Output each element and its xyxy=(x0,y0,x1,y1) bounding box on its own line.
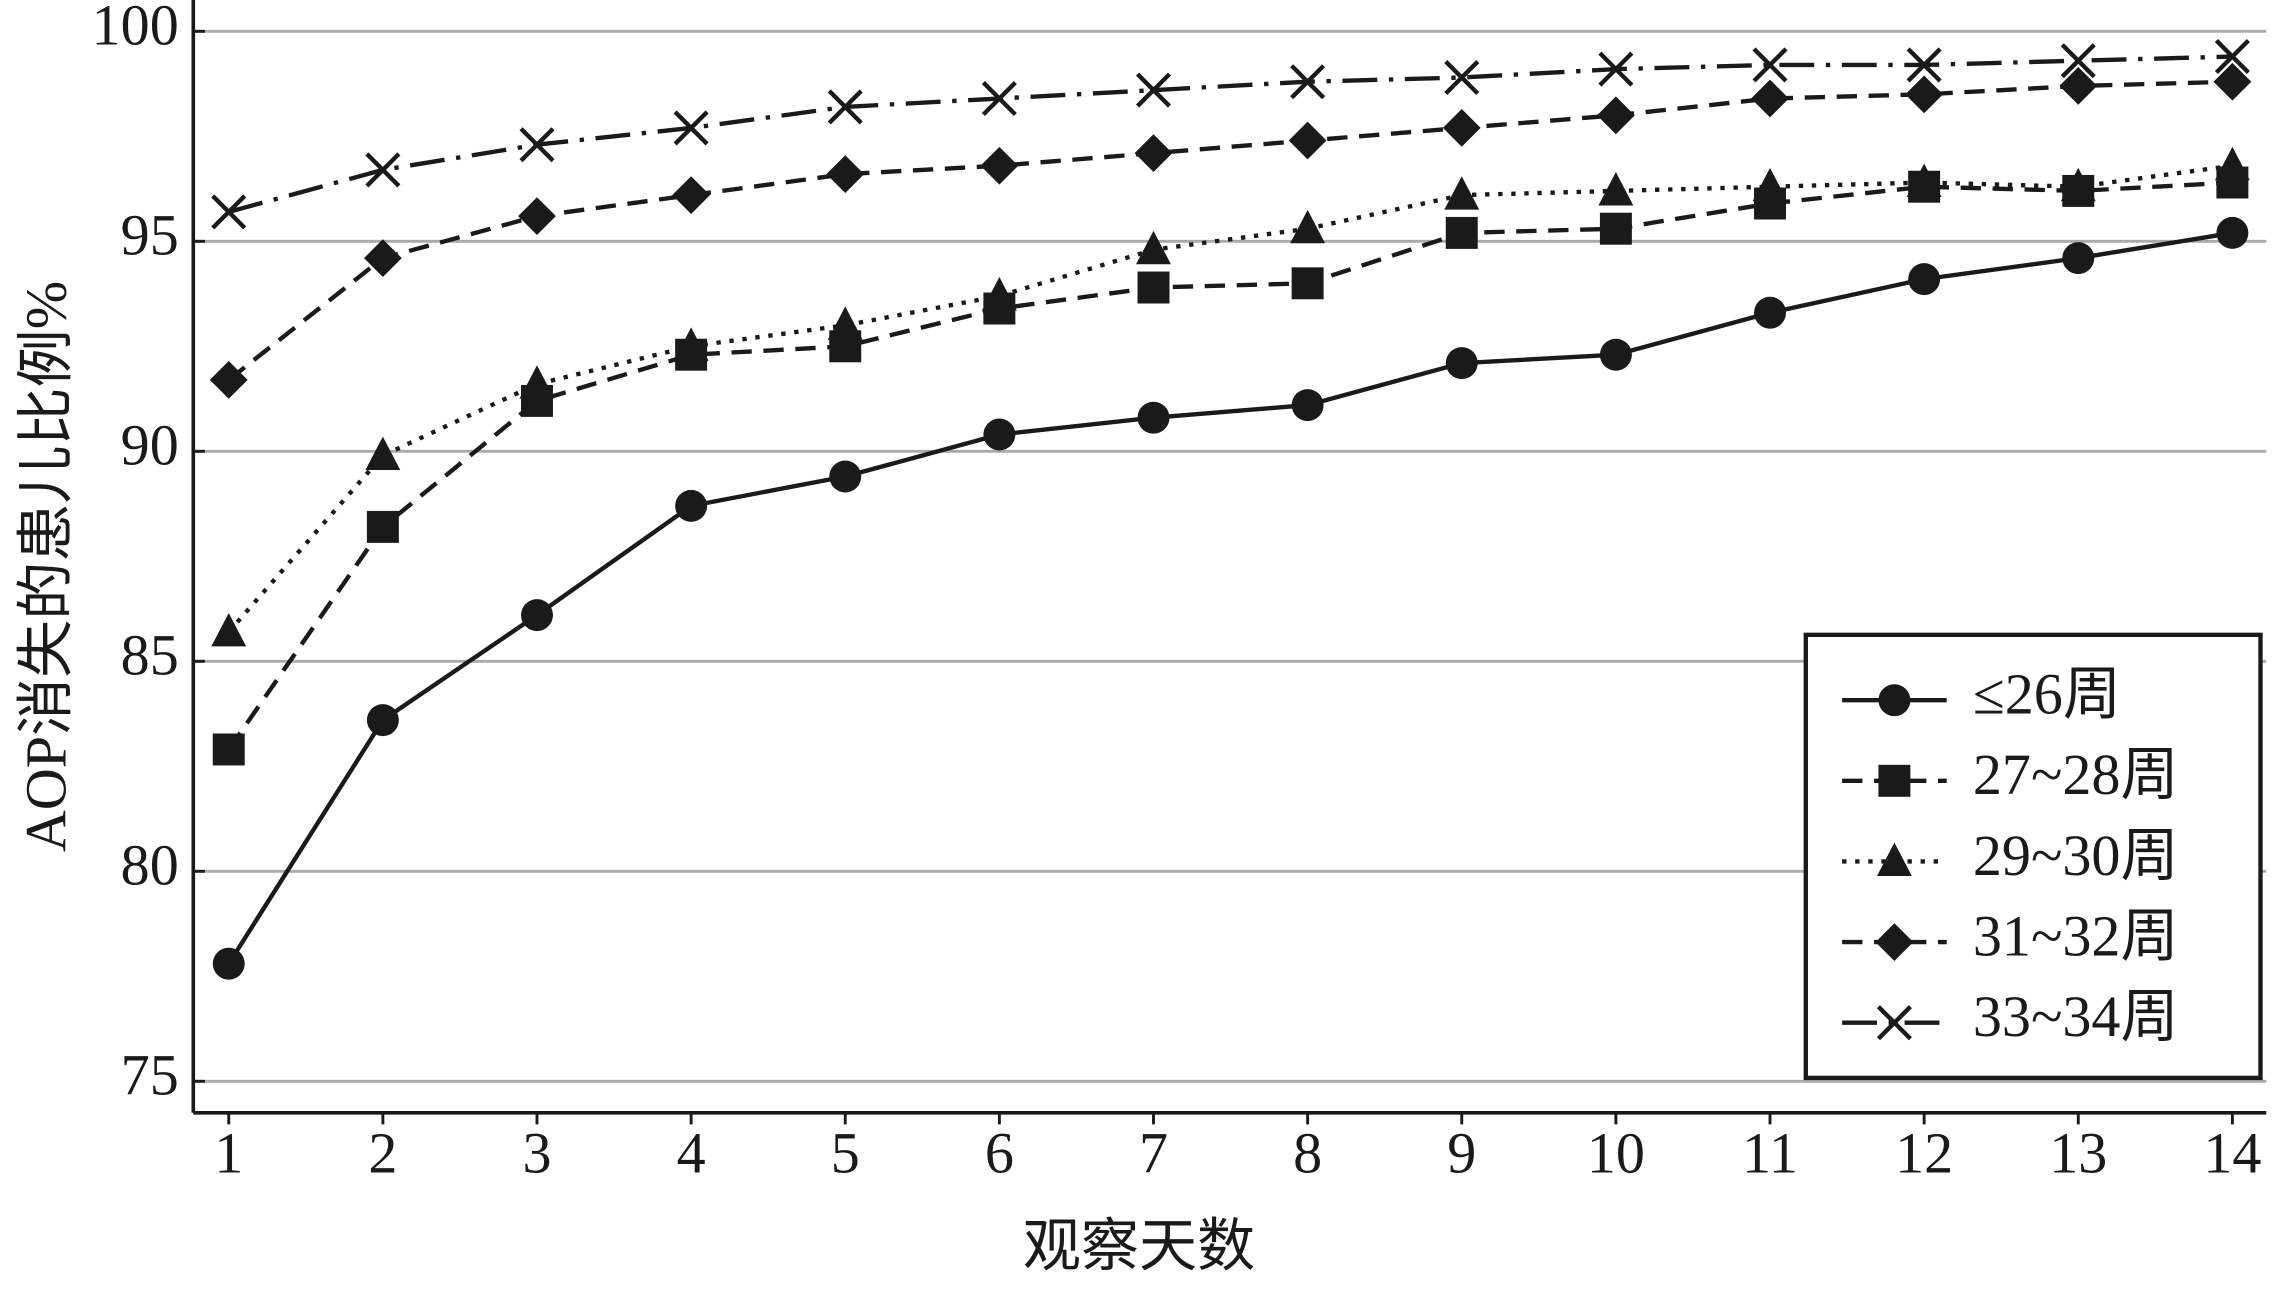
marker xyxy=(2060,167,2096,202)
x-tick-label: 11 xyxy=(1742,1121,1798,1186)
marker xyxy=(209,361,248,399)
marker xyxy=(1596,96,1635,135)
y-tick-label: 90 xyxy=(121,413,179,478)
marker xyxy=(1290,209,1326,244)
marker xyxy=(1444,176,1480,210)
y-tick-label: 95 xyxy=(121,203,179,268)
legend-marker xyxy=(1878,684,1911,717)
marker xyxy=(980,146,1019,185)
y-tick-label: 85 xyxy=(121,623,179,688)
marker xyxy=(519,127,555,163)
series-line xyxy=(227,79,2233,382)
series-line xyxy=(227,163,2233,634)
marker xyxy=(1288,121,1327,160)
marker xyxy=(1906,47,1942,83)
x-tick-label: 13 xyxy=(2049,1121,2107,1186)
x-tick-label: 8 xyxy=(1293,1121,1322,1186)
legend-label: 27~28周 xyxy=(1973,742,2179,807)
marker xyxy=(1752,167,1788,202)
marker xyxy=(1754,296,1786,329)
x-axis-label: 观察天数 xyxy=(1023,1214,1255,1279)
marker xyxy=(1598,172,1634,206)
marker xyxy=(1291,267,1324,300)
marker xyxy=(212,947,245,980)
legend-label: 31~32周 xyxy=(1973,903,2179,968)
marker xyxy=(1598,51,1634,87)
x-tick-label: 3 xyxy=(522,1121,551,1186)
marker xyxy=(1908,263,1941,296)
x-tick-label: 7 xyxy=(1139,1121,1168,1186)
marker xyxy=(1137,271,1170,304)
series-line xyxy=(228,54,2233,215)
marker xyxy=(1290,64,1326,100)
marker xyxy=(829,460,862,493)
marker xyxy=(1906,163,1942,198)
legend-marker xyxy=(1878,764,1911,797)
marker xyxy=(1135,72,1172,108)
marker xyxy=(1442,109,1481,147)
marker xyxy=(1599,212,1632,245)
marker xyxy=(1136,230,1171,265)
legend-marker xyxy=(1876,1005,1912,1041)
marker xyxy=(212,733,245,766)
marker xyxy=(1905,75,1944,114)
marker xyxy=(673,110,709,146)
marker xyxy=(521,599,553,632)
marker xyxy=(363,239,402,277)
y-tick-label: 75 xyxy=(121,1043,179,1108)
legend-label: 29~30周 xyxy=(1973,823,2179,888)
x-tick-label: 1 xyxy=(214,1121,243,1186)
y-axis-label: AOP消失的患儿比例% xyxy=(14,281,79,852)
x-tick-label: 2 xyxy=(368,1121,397,1186)
x-tick-label: 10 xyxy=(1587,1121,1645,1186)
marker xyxy=(827,89,863,125)
marker xyxy=(1134,134,1173,173)
marker xyxy=(983,418,1016,451)
marker xyxy=(365,436,401,471)
x-tick-label: 12 xyxy=(1895,1121,1953,1186)
marker xyxy=(211,613,247,647)
legend-label: 33~34周 xyxy=(1973,984,2179,1049)
marker xyxy=(1291,389,1324,422)
marker xyxy=(827,306,863,340)
x-tick-label: 4 xyxy=(677,1121,706,1186)
marker xyxy=(2214,146,2250,181)
marker xyxy=(1444,60,1480,96)
marker xyxy=(981,81,1017,117)
marker xyxy=(826,155,865,194)
marker xyxy=(2060,43,2096,79)
marker xyxy=(1752,47,1788,83)
series-line xyxy=(226,230,2233,965)
marker xyxy=(1445,347,1478,380)
marker xyxy=(366,510,399,543)
marker xyxy=(2062,242,2095,275)
marker xyxy=(675,489,708,522)
marker xyxy=(1137,401,1170,434)
legend-marker xyxy=(1875,923,1914,961)
marker xyxy=(1445,216,1478,249)
legend-marker xyxy=(1876,842,1912,876)
x-tick-label: 5 xyxy=(831,1121,860,1186)
marker xyxy=(1751,79,1789,118)
marker xyxy=(981,277,1017,311)
legend-label: ≤26周 xyxy=(1973,662,2121,727)
marker xyxy=(365,152,401,188)
series-line xyxy=(226,180,2233,751)
y-tick-label: 80 xyxy=(121,833,179,898)
y-tick-label: 100 xyxy=(92,0,179,58)
marker xyxy=(672,176,711,215)
marker xyxy=(2216,216,2249,249)
marker xyxy=(1599,338,1632,371)
marker xyxy=(211,194,247,230)
x-tick-label: 14 xyxy=(2203,1121,2261,1186)
marker xyxy=(519,365,555,399)
marker xyxy=(518,197,556,236)
marker xyxy=(673,327,709,361)
x-tick-label: 9 xyxy=(1447,1121,1476,1186)
x-tick-label: 6 xyxy=(985,1121,1014,1186)
marker xyxy=(366,704,399,737)
marker xyxy=(2214,39,2250,75)
